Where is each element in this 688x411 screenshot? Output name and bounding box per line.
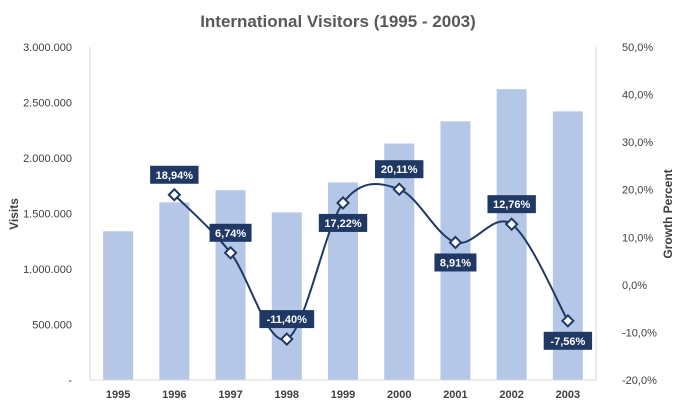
data-label: -11,40% — [267, 314, 308, 326]
x-tick-label: 2002 — [499, 389, 523, 401]
y-left-tick-label: 500.000 — [32, 320, 72, 332]
x-tick-label: 1998 — [275, 389, 299, 401]
growth-point-1996 — [167, 187, 182, 202]
y-right-tick-label: 50,0% — [622, 42, 653, 54]
growth-point-1999 — [336, 196, 350, 210]
x-tick-label: 1999 — [331, 389, 355, 401]
y-right-tick-label: 30,0% — [622, 137, 653, 149]
data-label-box — [259, 310, 315, 329]
data-label: 20,11% — [381, 164, 418, 176]
x-tick-label: 1997 — [218, 389, 242, 401]
y-left-tick-label: - — [68, 375, 72, 387]
data-label-box — [375, 160, 424, 179]
data-label: 17,22% — [324, 218, 362, 230]
x-tick-label: 1996 — [162, 389, 186, 401]
bar-1995 — [103, 231, 134, 380]
growth-point-2001 — [448, 235, 463, 250]
y-left-tick-label: 2.000.000 — [23, 153, 72, 165]
y-left-tick-label: 1.000.000 — [23, 264, 72, 276]
data-label-box — [318, 213, 368, 232]
bar-2000 — [384, 143, 415, 380]
y-right-tick-label: -10,0% — [622, 327, 657, 339]
y-left-tick-label: 1.500.000 — [23, 209, 72, 221]
bar-1998 — [271, 212, 302, 380]
x-tick-label: 2000 — [387, 389, 411, 401]
y-right-tick-label: 20,0% — [622, 185, 653, 197]
growth-point-1998 — [279, 332, 294, 347]
data-label-box — [487, 195, 536, 214]
data-label: 18,94% — [156, 170, 194, 182]
data-label-box — [434, 253, 477, 272]
y-right-axis-title: Growth Percent — [661, 169, 675, 258]
y-right-tick-label: 10,0% — [622, 232, 653, 244]
data-label: 6,74% — [215, 228, 246, 240]
growth-point-2003 — [560, 313, 575, 328]
y-left-tick-label: 3.000.000 — [23, 42, 72, 54]
y-left-axis-title: Visits — [7, 198, 21, 230]
x-tick-label: 2001 — [443, 389, 467, 401]
y-left-tick-label: 2.500.000 — [23, 98, 72, 110]
bar-1997 — [215, 190, 246, 380]
bar-1996 — [159, 202, 190, 380]
bar-2001 — [440, 121, 471, 381]
data-label-box — [150, 165, 199, 184]
growth-point-2002 — [504, 217, 519, 232]
chart-title: International Visitors (1995 - 2003) — [200, 12, 476, 31]
data-label-box — [209, 223, 252, 242]
growth-point-1997 — [223, 245, 238, 260]
data-label-box — [543, 331, 593, 350]
bar-1999 — [328, 182, 358, 380]
growth-point-2000 — [392, 182, 407, 197]
data-label: 12,76% — [493, 199, 531, 211]
x-tick-label: 2003 — [556, 389, 580, 401]
data-label: -7,56% — [550, 336, 585, 348]
data-label: 8,91% — [440, 257, 471, 269]
x-tick-label: 1995 — [106, 389, 130, 401]
y-right-tick-label: 40,0% — [622, 90, 653, 102]
y-right-tick-label: 0,0% — [622, 280, 647, 292]
y-right-tick-label: -20,0% — [622, 375, 657, 387]
